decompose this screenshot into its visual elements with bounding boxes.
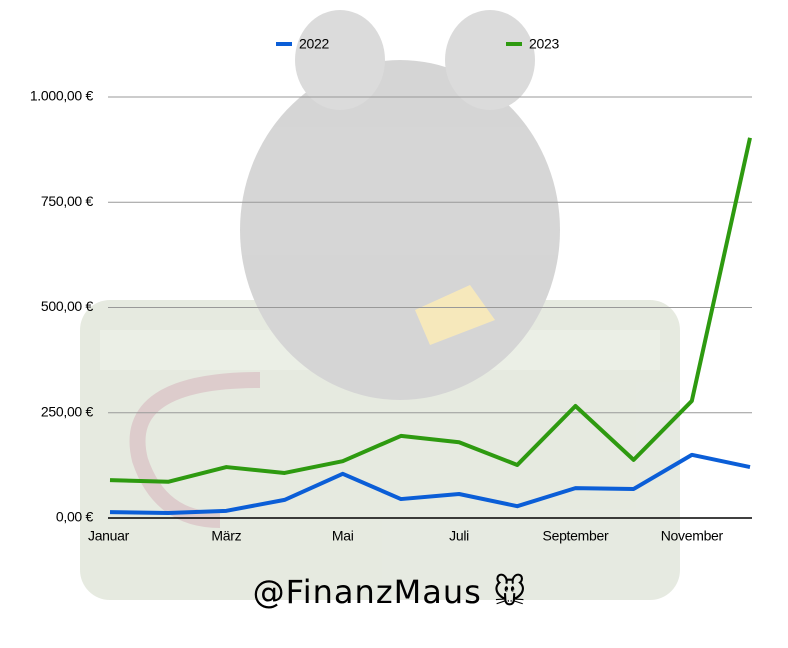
- x-tick-label: März: [211, 528, 241, 544]
- x-tick-label: Januar: [88, 528, 130, 544]
- x-tick-label: November: [661, 528, 724, 544]
- legend-label: 2023: [529, 36, 559, 52]
- series-line: [109, 452, 751, 515]
- series-line: [109, 137, 752, 484]
- background-illustration: [80, 10, 680, 600]
- x-tick-label: Juli: [449, 528, 469, 544]
- watermark: @FinanzMaus 🐭: [253, 573, 528, 611]
- y-tick-label: 0,00 €: [56, 509, 94, 525]
- y-tick-label: 750,00 €: [41, 193, 94, 209]
- y-tick-label: 250,00 €: [41, 403, 94, 419]
- legend-label: 2022: [299, 36, 329, 52]
- x-tick-label: Mai: [332, 528, 354, 544]
- y-tick-label: 1.000,00 €: [30, 88, 94, 104]
- x-tick-label: September: [543, 528, 609, 544]
- y-tick-label: 500,00 €: [41, 298, 94, 314]
